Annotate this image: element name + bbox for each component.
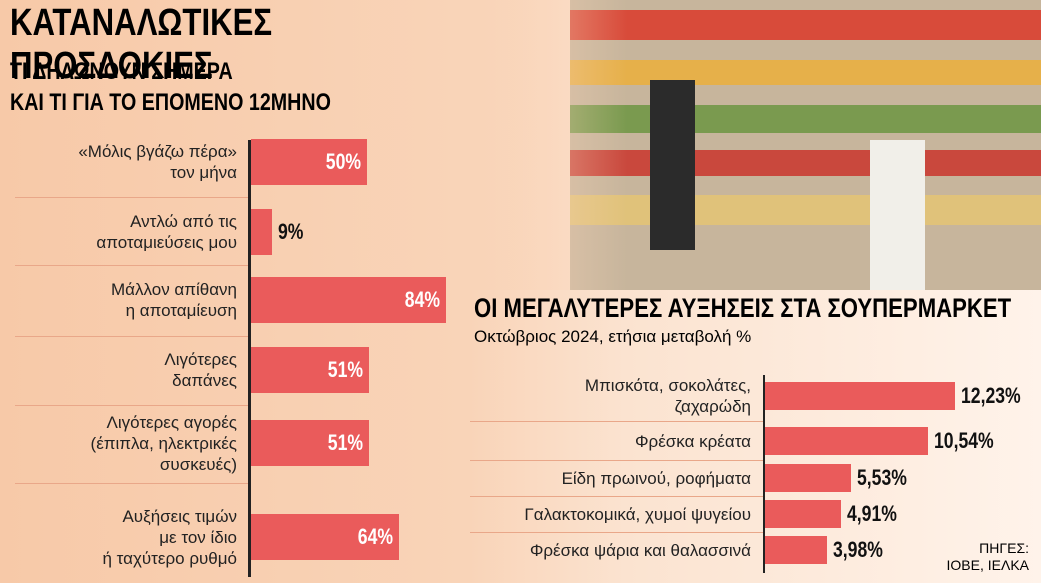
- bar: [251, 420, 370, 466]
- category-label: Μπισκότα, σοκολάτες, ζαχαρώδη: [584, 376, 751, 416]
- value-label: 4,91%: [847, 501, 898, 526]
- bar: [765, 464, 851, 492]
- bar: [251, 209, 272, 255]
- row-separator: [470, 532, 763, 533]
- axis-line: [763, 375, 765, 573]
- row-separator: [15, 265, 248, 266]
- value-label: 50%: [325, 149, 361, 174]
- category-label: Φρέσκα κρέατα: [634, 431, 751, 451]
- category-label: Φρέσκα ψάρια και θαλασσινά: [529, 540, 751, 560]
- bar: [251, 347, 370, 393]
- right-title: ΟΙ ΜΕΓΑΛΥΤΕΡΕΣ ΑΥΞΗΣΕΙΣ ΣΤΑ ΣΟΥΠΕΡΜΑΡΚΕΤ: [474, 293, 1012, 323]
- value-label: 84%: [404, 287, 440, 312]
- category-label: Μάλλον απίθανη η αποταμίευση: [111, 280, 237, 320]
- bar: [765, 382, 955, 410]
- photo: [450, 0, 1041, 290]
- row-separator: [470, 421, 763, 422]
- left-subtitle: ΤΙ ΔΗΛΩΝΟΥΝ ΣΗΜΕΡΑ ΚΑΙ ΤΙ ΓΙΑ ΤΟ ΕΠΟΜΕΝΟ…: [10, 58, 331, 116]
- value-label: 10,54%: [934, 428, 995, 453]
- category-label: Αυξήσεις τιμών με τον ίδιο ή ταχύτερο ρυ…: [102, 506, 237, 568]
- row-separator: [15, 197, 248, 198]
- source: ΠΗΓΕΣ: ΙΟΒΕ, ΙΕΛΚΑ: [946, 540, 1030, 573]
- value-label: 3,98%: [832, 537, 883, 562]
- category-label: Είδη πρωινού, ροφήματα: [561, 468, 751, 488]
- row-separator: [15, 336, 248, 337]
- category-label: Λιγότερες δαπάνες: [164, 350, 237, 390]
- value-label: 51%: [328, 357, 364, 382]
- value-label: 64%: [358, 524, 394, 549]
- main-title: ΚΑΤΑΝΑΛΩΤΙΚΕΣ ΠΡΟΣΔΟΚΙΕΣ: [10, 2, 273, 87]
- value-label: 51%: [328, 430, 364, 455]
- row-separator: [15, 405, 248, 406]
- bar: [251, 514, 400, 560]
- bar: [765, 536, 827, 564]
- value-label: 5,53%: [856, 465, 907, 490]
- bar: [251, 139, 367, 185]
- value-label: 9%: [277, 219, 304, 244]
- row-separator: [15, 483, 248, 484]
- row-separator: [470, 496, 763, 497]
- value-label: 12,23%: [960, 383, 1021, 408]
- bar: [251, 277, 446, 323]
- axis-line: [248, 140, 251, 577]
- category-label: «Μόλις βγάζω πέρα» τον μήνα: [78, 142, 237, 182]
- bar: [765, 427, 929, 455]
- category-label: Λιγότερες αγορές (έπιπλα, ηλεκτρικές συσ…: [90, 412, 237, 474]
- bar: [765, 500, 842, 528]
- right-subtitle: Οκτώβριος 2024, ετήσια μεταβολή %: [474, 327, 752, 346]
- category-label: Αντλώ από τις αποταμιεύσεις μου: [96, 212, 237, 252]
- row-separator: [470, 460, 763, 461]
- category-label: Γαλακτοκομικά, χυμοί ψυγείου: [524, 504, 751, 524]
